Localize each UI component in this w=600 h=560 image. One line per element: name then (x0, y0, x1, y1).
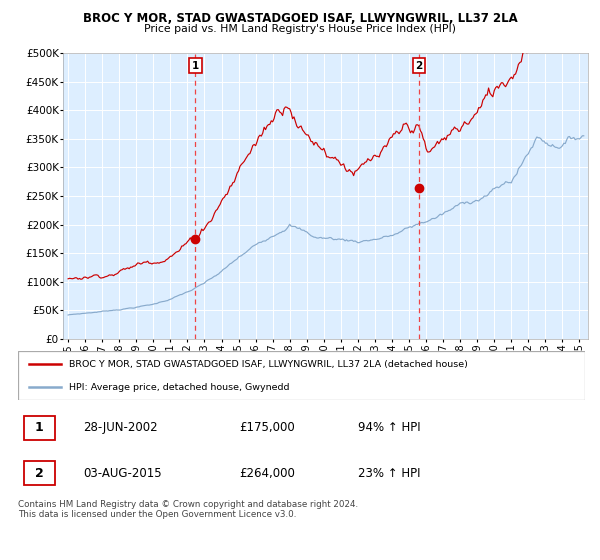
Text: BROC Y MOR, STAD GWASTADGOED ISAF, LLWYNGWRIL, LL37 2LA (detached house): BROC Y MOR, STAD GWASTADGOED ISAF, LLWYN… (69, 360, 468, 369)
Text: £264,000: £264,000 (239, 466, 295, 479)
Text: 2: 2 (415, 61, 422, 71)
Text: 03-AUG-2015: 03-AUG-2015 (83, 466, 162, 479)
Text: 1: 1 (191, 61, 199, 71)
Text: BROC Y MOR, STAD GWASTADGOED ISAF, LLWYNGWRIL, LL37 2LA: BROC Y MOR, STAD GWASTADGOED ISAF, LLWYN… (83, 12, 517, 25)
FancyBboxPatch shape (18, 351, 585, 400)
Text: £175,000: £175,000 (239, 421, 295, 435)
Text: Price paid vs. HM Land Registry's House Price Index (HPI): Price paid vs. HM Land Registry's House … (144, 24, 456, 34)
Text: 2: 2 (35, 466, 44, 479)
FancyBboxPatch shape (23, 461, 55, 485)
Text: 1: 1 (35, 421, 44, 435)
Text: 28-JUN-2002: 28-JUN-2002 (83, 421, 158, 435)
Text: HPI: Average price, detached house, Gwynedd: HPI: Average price, detached house, Gwyn… (69, 382, 290, 391)
Text: Contains HM Land Registry data © Crown copyright and database right 2024.
This d: Contains HM Land Registry data © Crown c… (18, 500, 358, 519)
Text: 94% ↑ HPI: 94% ↑ HPI (358, 421, 421, 435)
FancyBboxPatch shape (23, 416, 55, 440)
Text: 23% ↑ HPI: 23% ↑ HPI (358, 466, 421, 479)
